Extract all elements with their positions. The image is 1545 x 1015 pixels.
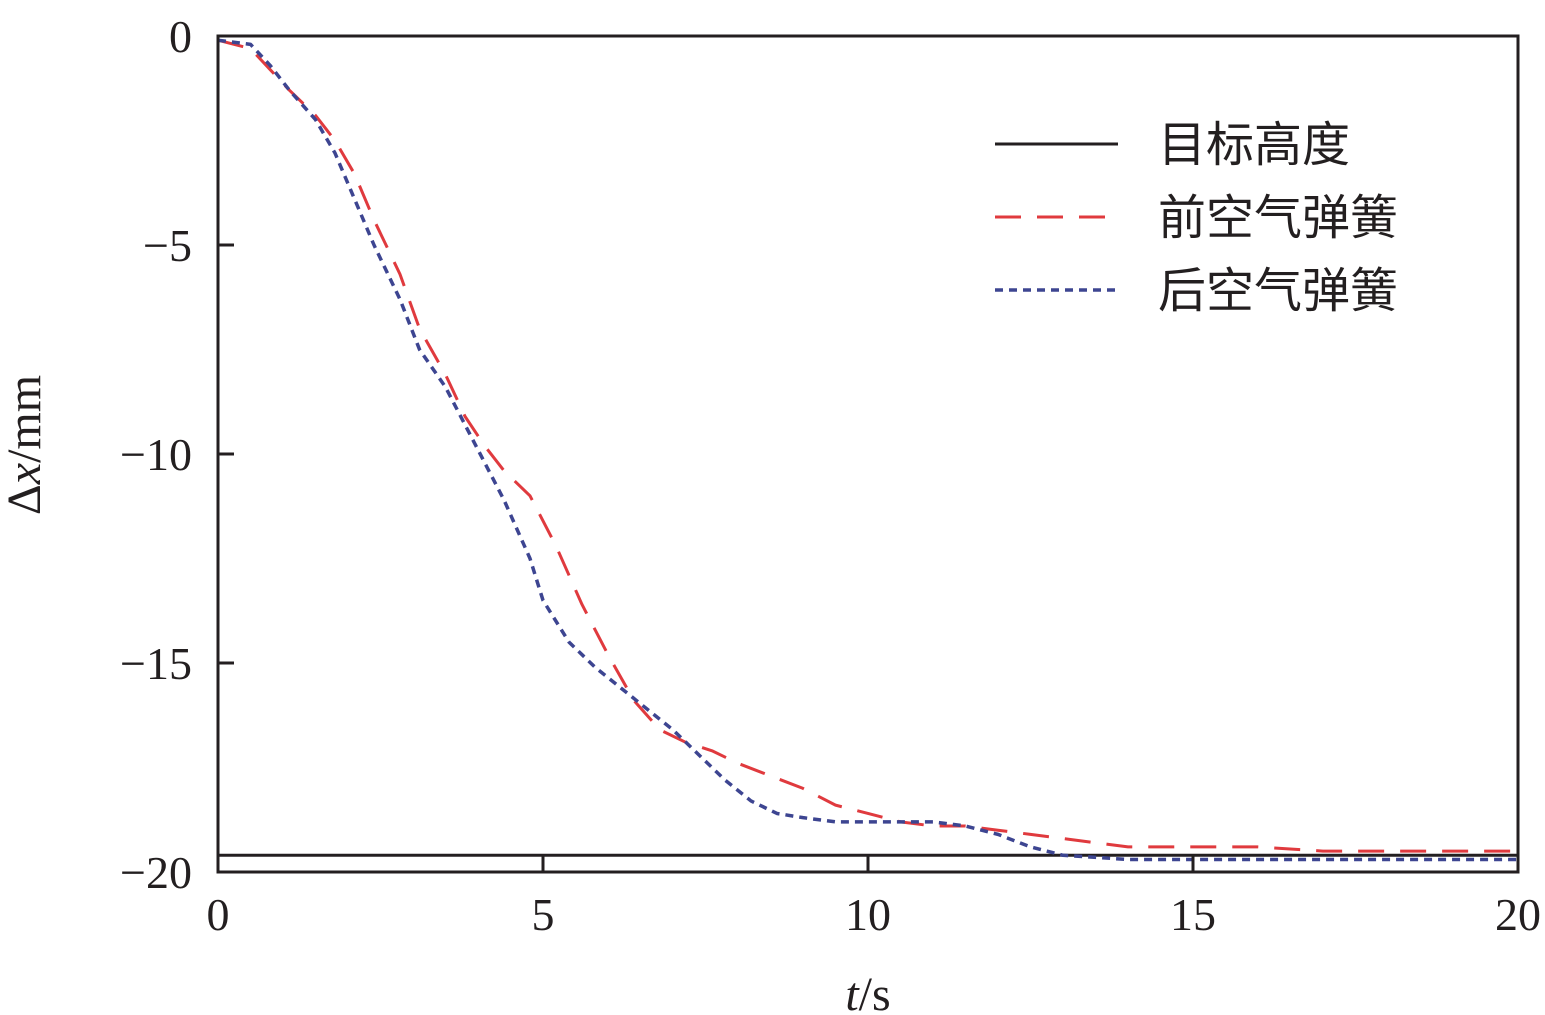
x-tick-label: 0 <box>207 889 230 940</box>
x-tick-label: 10 <box>845 889 891 940</box>
x-tick-label: 20 <box>1495 889 1541 940</box>
y-axis-title: Δx/mm <box>0 375 51 515</box>
x-axis-title: t/s <box>845 968 890 1015</box>
series-line-3 <box>218 38 1518 862</box>
y-axis-title-var: Δx <box>0 463 51 515</box>
legend-label-3: 后空气弹簧 <box>1158 263 1398 319</box>
tick-labels-layer: 0 5 10 15 20 0 −5 −10 −15 −20 <box>120 11 1541 940</box>
legend-label-1: 目标高度 <box>1158 117 1350 173</box>
ticks-layer <box>218 243 1195 872</box>
y-tick-label: −5 <box>143 220 192 271</box>
y-tick-label: −15 <box>120 638 192 689</box>
y-tick-label: −10 <box>120 429 192 480</box>
legend-label-2: 前空气弹簧 <box>1158 190 1398 246</box>
x-axis-title-unit: /s <box>859 968 891 1015</box>
y-tick-label: 0 <box>169 11 192 62</box>
x-tick-label: 15 <box>1170 889 1216 940</box>
y-axis-title-unit: /mm <box>0 375 51 463</box>
x-axis-title-var: t <box>845 968 860 1015</box>
series-layer <box>218 38 1518 862</box>
x-tick-label: 5 <box>532 889 555 940</box>
y-tick-label: −20 <box>120 847 192 898</box>
